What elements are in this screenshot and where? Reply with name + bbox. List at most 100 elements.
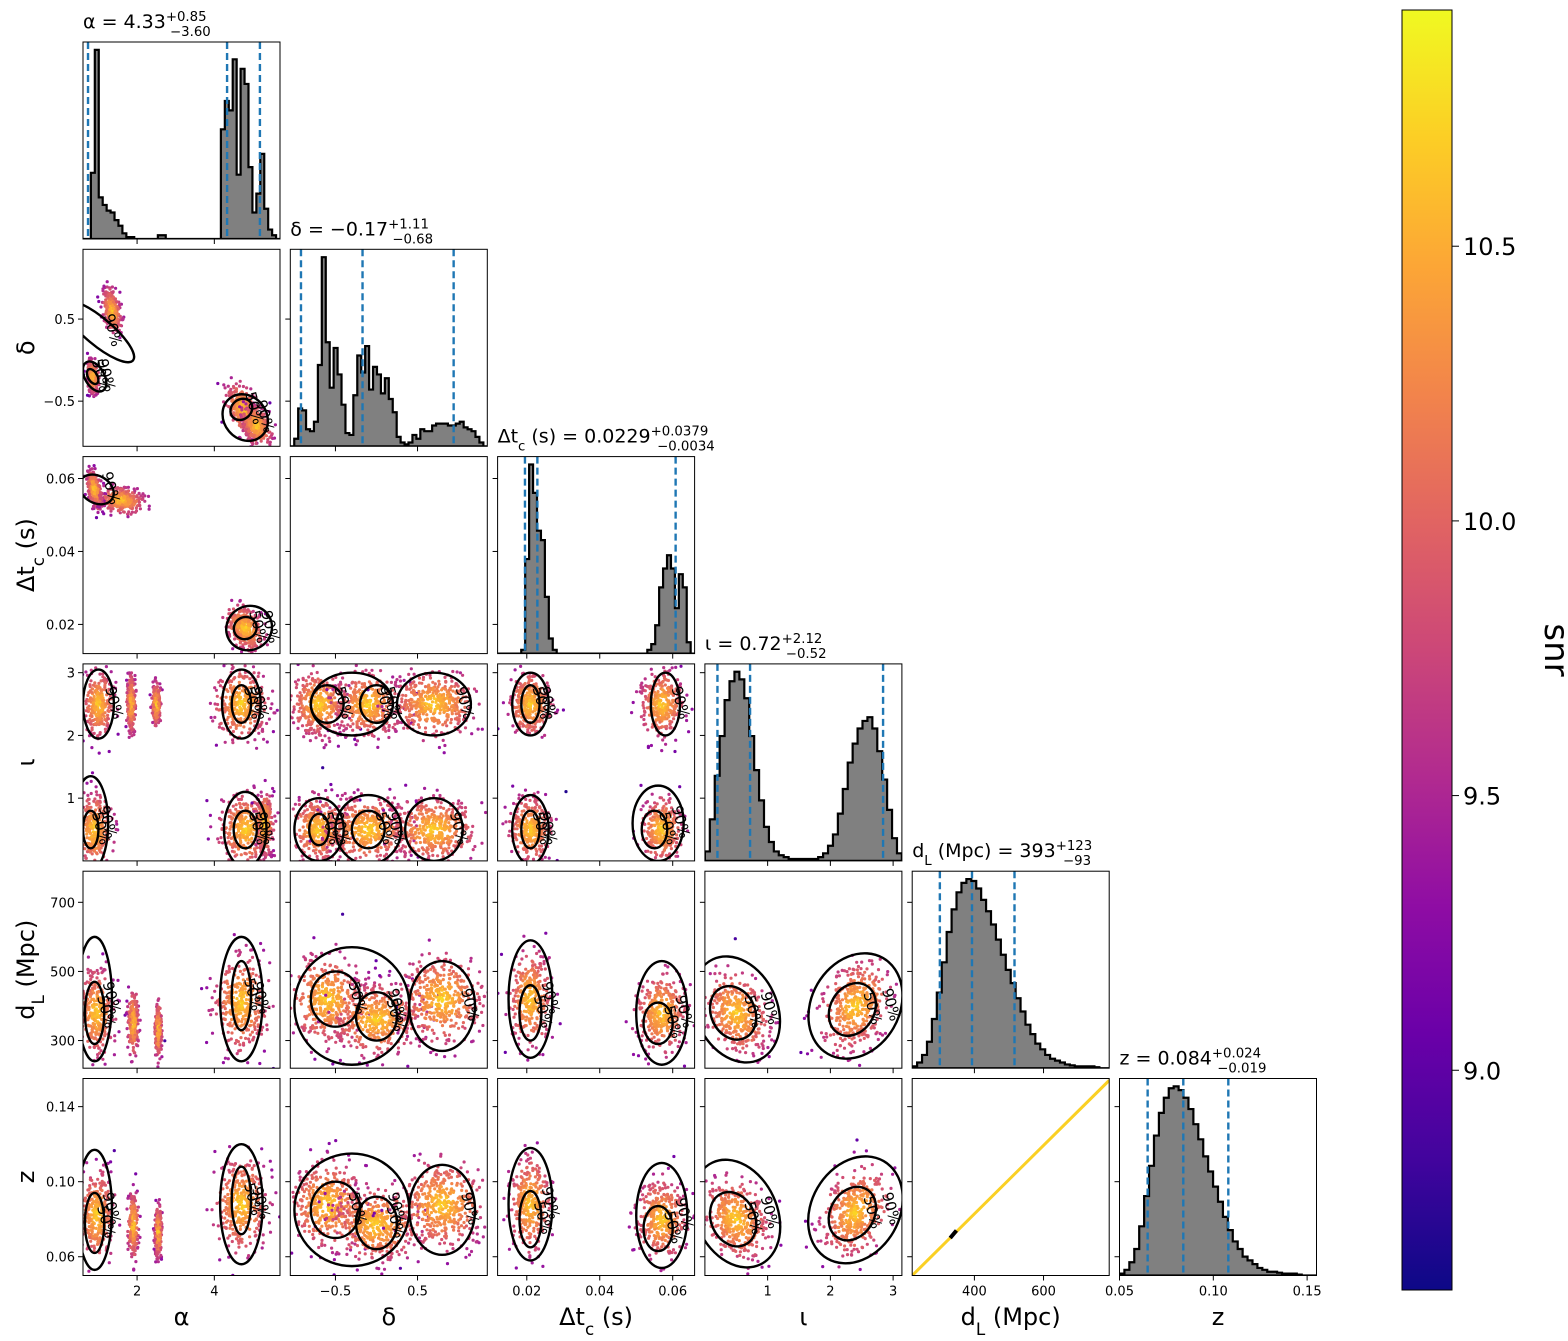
sample-point bbox=[93, 357, 97, 361]
sample-point bbox=[147, 507, 151, 511]
sample-point bbox=[296, 694, 300, 698]
sample-point bbox=[108, 487, 112, 491]
sample-point bbox=[228, 827, 232, 831]
sample-point bbox=[88, 828, 92, 832]
sample-point bbox=[302, 708, 306, 712]
sample-point bbox=[357, 680, 361, 684]
sample-point bbox=[216, 381, 220, 386]
sample-point bbox=[263, 865, 266, 868]
sample-point bbox=[267, 409, 271, 414]
sample-point bbox=[237, 658, 240, 661]
sample-point bbox=[116, 496, 120, 500]
sample-point bbox=[242, 803, 246, 807]
sample-point bbox=[254, 853, 258, 857]
sample-point bbox=[107, 687, 111, 692]
sample-point bbox=[294, 686, 298, 690]
sample-point bbox=[313, 695, 317, 699]
sample-point bbox=[254, 692, 258, 696]
sample-point bbox=[117, 491, 121, 495]
sample-point bbox=[327, 696, 331, 700]
sample-point bbox=[243, 422, 247, 427]
sample-point bbox=[102, 484, 106, 488]
sample-point bbox=[231, 816, 235, 820]
sample-point bbox=[237, 797, 241, 802]
sample-point bbox=[268, 802, 272, 806]
sample-point bbox=[153, 707, 157, 712]
sample-point bbox=[131, 702, 135, 706]
sample-point bbox=[113, 309, 117, 313]
sample-point bbox=[100, 696, 104, 700]
sample-point bbox=[112, 316, 116, 320]
panel-title: δ = −0.17+1.11 −0.68 bbox=[290, 217, 433, 247]
sample-point bbox=[125, 691, 129, 695]
sample-point bbox=[327, 705, 331, 709]
sample-point bbox=[222, 664, 226, 668]
sample-point bbox=[310, 731, 315, 735]
sample-point bbox=[132, 496, 136, 500]
sample-point bbox=[248, 727, 252, 731]
sample-point bbox=[92, 799, 96, 803]
panel-plot-area: 90%90%50% bbox=[83, 464, 280, 654]
sample-point bbox=[370, 694, 374, 698]
sample-point bbox=[106, 717, 110, 721]
sample-point bbox=[229, 836, 233, 841]
sample-point bbox=[238, 641, 242, 645]
sample-point bbox=[371, 725, 376, 729]
sample-point bbox=[231, 729, 235, 734]
y-axis-label: ι bbox=[12, 758, 40, 766]
sample-point bbox=[94, 722, 98, 726]
sample-point bbox=[130, 734, 134, 738]
sample-point bbox=[240, 794, 244, 799]
sample-point bbox=[157, 717, 161, 721]
sample-point bbox=[98, 715, 102, 719]
panel-delta-alpha: 90%90%50%90%50%−0.50.5δ bbox=[12, 248, 281, 452]
sample-point bbox=[111, 331, 115, 335]
sample-point bbox=[153, 676, 158, 680]
sample-point bbox=[364, 723, 368, 727]
sample-point bbox=[312, 683, 316, 687]
sample-point bbox=[248, 850, 252, 855]
sample-point bbox=[353, 737, 357, 742]
sample-point bbox=[260, 423, 264, 427]
sample-point bbox=[261, 429, 265, 433]
sample-point bbox=[328, 712, 332, 716]
sample-point bbox=[355, 697, 359, 702]
sample-point bbox=[272, 711, 276, 715]
sample-point bbox=[128, 681, 132, 685]
sample-point bbox=[257, 723, 261, 728]
sample-point bbox=[253, 613, 257, 618]
panel-frame bbox=[82, 456, 281, 655]
sample-point bbox=[222, 383, 226, 387]
sample-point bbox=[111, 290, 115, 294]
sample-point bbox=[262, 698, 266, 702]
sample-point bbox=[138, 503, 142, 508]
sample-point bbox=[368, 699, 372, 703]
sample-point bbox=[116, 714, 120, 718]
sample-point bbox=[246, 803, 250, 807]
sample-point bbox=[124, 725, 128, 729]
sample-point bbox=[101, 713, 105, 717]
sample-point bbox=[261, 674, 265, 678]
sample-point bbox=[253, 405, 257, 409]
sample-point bbox=[97, 722, 101, 727]
sample-point bbox=[147, 504, 151, 508]
sample-point bbox=[342, 724, 346, 728]
sample-point bbox=[129, 504, 133, 508]
sample-point bbox=[344, 726, 349, 731]
sample-point bbox=[232, 677, 236, 681]
sample-point bbox=[320, 738, 324, 743]
sample-point bbox=[237, 829, 241, 833]
sample-point bbox=[362, 682, 366, 687]
sample-point bbox=[253, 420, 257, 424]
sample-point bbox=[322, 699, 326, 703]
sample-point bbox=[156, 702, 160, 706]
sample-point bbox=[273, 814, 277, 818]
sample-point bbox=[89, 356, 93, 360]
contour-50% bbox=[229, 397, 254, 422]
sample-point bbox=[250, 855, 254, 859]
sample-point bbox=[319, 691, 323, 696]
sample-point bbox=[118, 314, 122, 318]
sample-point bbox=[270, 702, 274, 706]
sample-point bbox=[98, 799, 102, 803]
sample-point bbox=[155, 681, 159, 685]
